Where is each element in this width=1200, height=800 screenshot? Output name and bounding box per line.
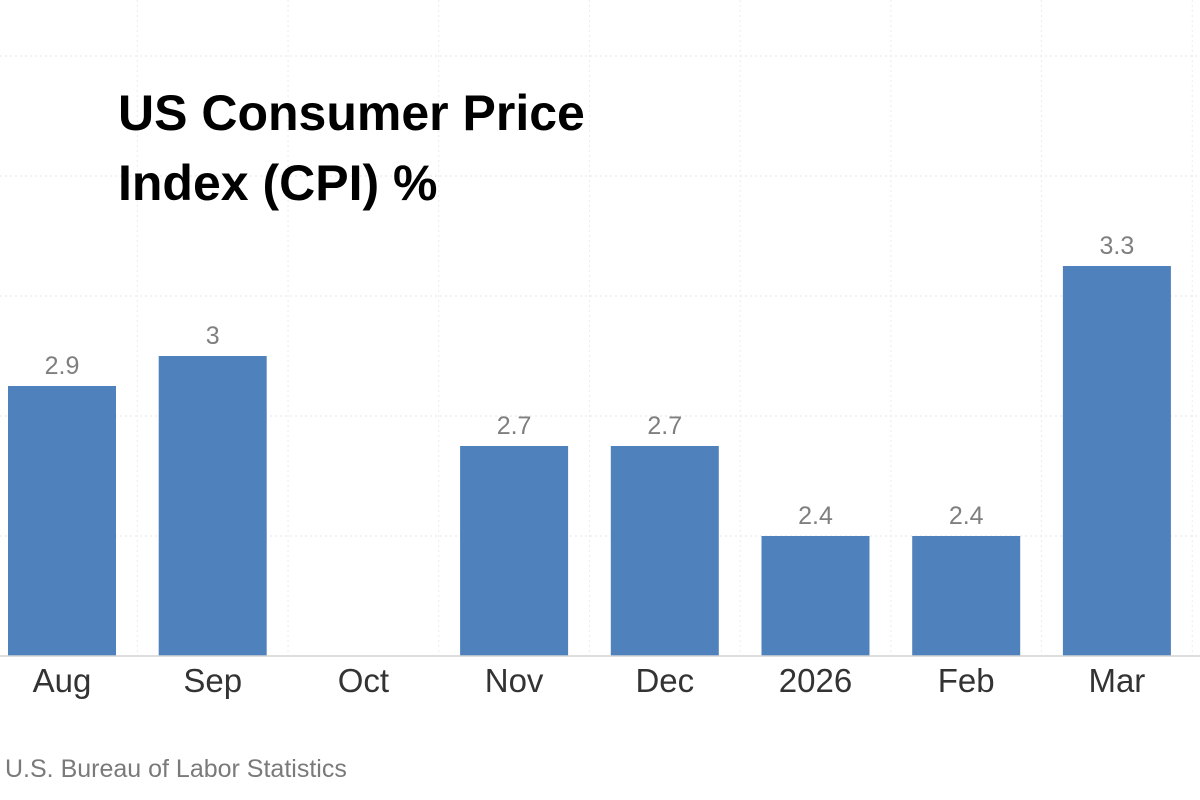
data-label-aug: 2.9 [45, 352, 80, 380]
bar-sep [158, 356, 267, 656]
source-note: U.S. Bureau of Labor Statistics [5, 755, 347, 783]
data-label-mar: 3.3 [1100, 232, 1135, 260]
data-labels: 2.9 3 2.7 2.7 2.4 2.4 3.3 [45, 232, 1135, 530]
data-label-nov: 2.7 [497, 412, 532, 440]
chart-title: US Consumer Price Index (CPI) % [118, 78, 738, 218]
bar-dec [610, 446, 719, 656]
x-tick-aug: Aug [33, 662, 92, 699]
bar-mar [1062, 266, 1171, 656]
data-label-2026: 2.4 [798, 502, 833, 530]
data-label-dec: 2.7 [647, 412, 682, 440]
x-tick-feb: Feb [938, 662, 995, 699]
data-label-sep: 3 [206, 322, 220, 350]
bar-feb [912, 536, 1021, 656]
bar-aug [8, 386, 116, 656]
x-tick-oct: Oct [338, 662, 389, 699]
chart-title-line-2: Index (CPI) % [118, 155, 438, 211]
data-label-feb: 2.4 [949, 502, 984, 530]
chart-title-line-1: US Consumer Price [118, 85, 585, 141]
bar-2026 [761, 536, 870, 656]
x-tick-2026: 2026 [779, 662, 852, 699]
x-tick-labels: Aug Sep Oct Nov Dec 2026 Feb Mar [33, 662, 1146, 699]
x-tick-sep: Sep [183, 662, 242, 699]
bars [8, 266, 1171, 656]
bar-nov [460, 446, 569, 656]
x-tick-mar: Mar [1088, 662, 1145, 699]
x-tick-nov: Nov [485, 662, 544, 699]
x-tick-dec: Dec [635, 662, 694, 699]
